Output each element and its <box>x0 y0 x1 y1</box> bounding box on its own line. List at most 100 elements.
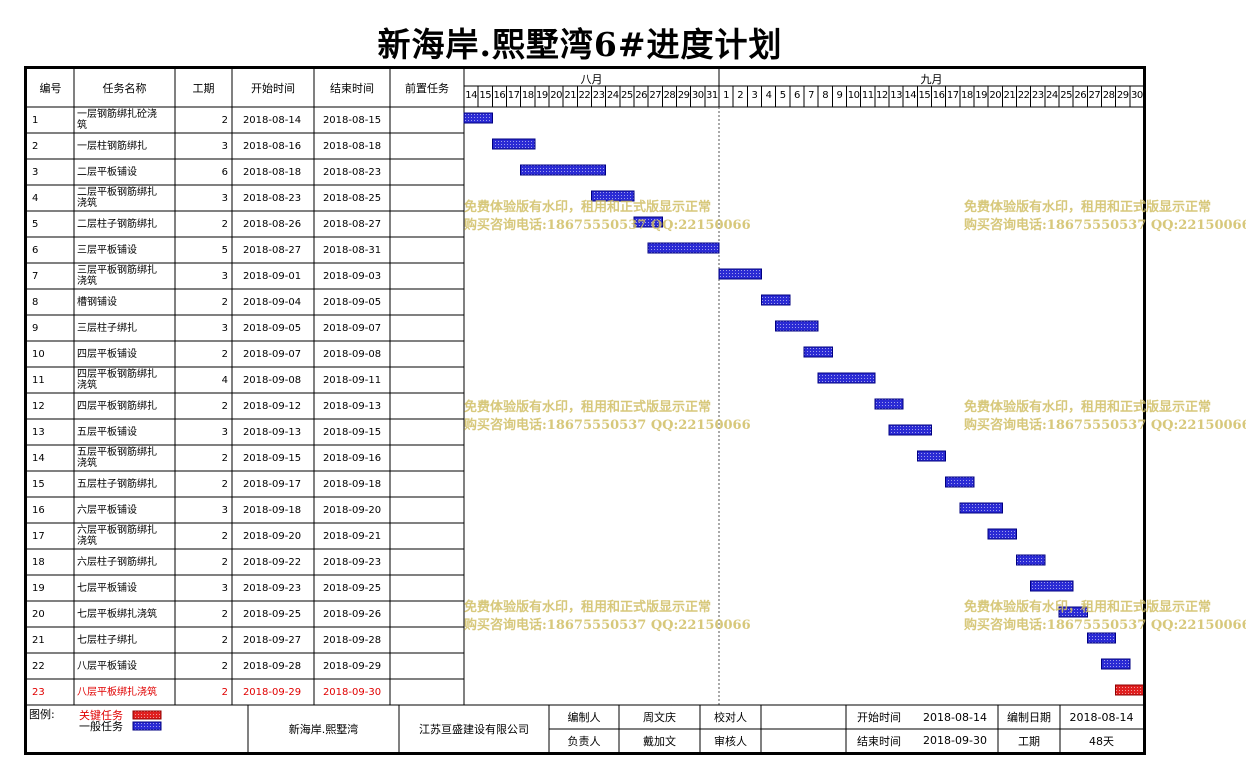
gantt-frame: 编号 任务名称 工期 开始时间 结束时间 前置任务 八月 14 15 16 17 18 19 20 21 22… <box>24 66 1246 755</box>
gantt-bar <box>718 268 762 280</box>
task-id: 22 <box>32 660 45 672</box>
task-start: 2018-09-25 <box>242 608 302 620</box>
task-end: 2018-08-23 <box>322 166 382 178</box>
day-tick-label: 8 <box>822 90 829 101</box>
month-label: 八月 <box>580 73 603 86</box>
task-start: 2018-08-16 <box>242 140 302 152</box>
task-end: 2018-09-16 <box>322 452 382 464</box>
task-name: 五层平板钢筋绑扎浇筑 <box>77 447 157 469</box>
day-tick-label: 20 <box>989 90 1002 101</box>
task-duration: 3 <box>221 192 228 204</box>
task-id: 13 <box>32 426 45 438</box>
footer-maker: 周文庆 <box>643 711 676 724</box>
gantt-bar <box>1016 554 1046 566</box>
day-tick-label: 25 <box>621 90 633 101</box>
task-id: 6 <box>32 244 39 256</box>
task-end: 2018-09-25 <box>322 582 382 594</box>
day-tick-label: 13 <box>890 90 902 101</box>
gantt-bar <box>959 502 1003 514</box>
gantt-bar <box>874 398 904 410</box>
task-id: 16 <box>32 504 45 516</box>
task-end: 2018-09-21 <box>322 530 382 542</box>
task-id: 11 <box>32 374 45 386</box>
month-label: 九月 <box>920 73 943 86</box>
task-duration: 2 <box>221 478 228 490</box>
task-end: 2018-08-15 <box>322 114 382 126</box>
task-end: 2018-08-27 <box>322 218 382 230</box>
day-tick-label: 22 <box>578 90 591 101</box>
day-tick-label: 24 <box>1046 90 1058 101</box>
task-start: 2018-09-18 <box>242 504 302 516</box>
day-tick-label: 21 <box>564 90 577 101</box>
column-header-name: 任务名称 <box>102 82 147 95</box>
task-start: 2018-08-27 <box>242 244 302 256</box>
gantt-bar <box>987 528 1018 540</box>
gantt-bar <box>761 294 791 306</box>
footer-start: 2018-08-14 <box>923 710 987 724</box>
column-header-end: 结束时间 <box>330 82 374 95</box>
day-tick-label: 17 <box>946 90 959 101</box>
task-name: 二层平板铺设 <box>77 166 137 178</box>
task-start: 2018-09-05 <box>242 322 302 334</box>
day-tick-label: 7 <box>808 90 815 101</box>
gantt-bar <box>491 138 536 150</box>
legend-critical-swatch <box>132 710 162 720</box>
task-duration: 3 <box>221 270 228 282</box>
task-start: 2018-09-04 <box>242 296 302 308</box>
task-id: 2 <box>32 140 39 152</box>
footer-checker <box>761 705 846 729</box>
gantt-bar <box>945 476 975 488</box>
task-name: 七层平板铺设 <box>77 582 137 594</box>
day-tick-label: 4 <box>765 90 772 101</box>
footer-company: 江苏亘盛建设有限公司 <box>419 722 529 736</box>
task-id: 10 <box>32 348 45 360</box>
task-end: 2018-09-20 <box>322 504 382 516</box>
footer-date: 2018-08-14 <box>1069 710 1134 724</box>
day-tick-label: 23 <box>1031 90 1044 101</box>
task-name: 八层平板铺设 <box>77 660 137 672</box>
task-id: 3 <box>32 166 39 178</box>
task-id: 19 <box>32 582 45 594</box>
day-tick-label: 27 <box>1088 90 1101 101</box>
day-tick-label: 5 <box>779 90 786 101</box>
gantt-bar <box>916 450 947 462</box>
day-tick-label: 21 <box>1003 90 1016 101</box>
day-tick-label: 29 <box>1116 90 1129 101</box>
day-tick-label: 24 <box>606 90 619 101</box>
gantt-bar <box>817 372 876 384</box>
task-id: 7 <box>32 270 39 282</box>
legend-label: 图例: <box>29 708 55 721</box>
day-tick-label: 18 <box>521 90 534 101</box>
day-tick-label: 15 <box>918 90 931 101</box>
task-id: 4 <box>32 192 39 204</box>
day-tick-label: 30 <box>1131 90 1143 101</box>
gantt-bar <box>1030 580 1074 592</box>
task-end: 2018-09-26 <box>322 608 382 620</box>
task-end: 2018-09-29 <box>322 660 382 672</box>
task-id: 20 <box>32 608 45 620</box>
task-name: 三层平板铺设 <box>77 244 137 256</box>
footer-start-label: 开始时间 <box>857 711 901 724</box>
task-name: 六层柱子钢筋绑扎 <box>77 556 157 568</box>
task-duration: 3 <box>221 504 228 516</box>
day-tick-label: 15 <box>479 90 492 101</box>
task-end: 2018-09-30 <box>322 686 382 698</box>
day-tick-label: 3 <box>751 90 758 101</box>
task-end: 2018-09-13 <box>322 400 382 412</box>
footer-auditor-label: 审核人 <box>714 734 747 748</box>
task-name: 一层钢筋绑扎砼浇筑 <box>77 109 157 131</box>
day-tick-label: 31 <box>706 90 718 101</box>
task-start: 2018-09-29 <box>242 686 302 698</box>
task-end: 2018-09-05 <box>322 296 382 308</box>
day-tick-label: 2 <box>737 90 744 101</box>
day-tick-label: 10 <box>847 90 860 101</box>
task-name: 六层平板铺设 <box>77 504 137 516</box>
footer-date-label: 编制日期 <box>1007 711 1051 724</box>
task-duration: 3 <box>221 322 228 334</box>
task-id: 21 <box>32 634 45 646</box>
task-duration: 3 <box>221 140 228 152</box>
day-tick-label: 26 <box>635 90 647 101</box>
gantt-bar <box>463 112 493 124</box>
task-start: 2018-08-26 <box>242 218 302 230</box>
task-name: 一层柱钢筋绑扎 <box>77 140 147 152</box>
